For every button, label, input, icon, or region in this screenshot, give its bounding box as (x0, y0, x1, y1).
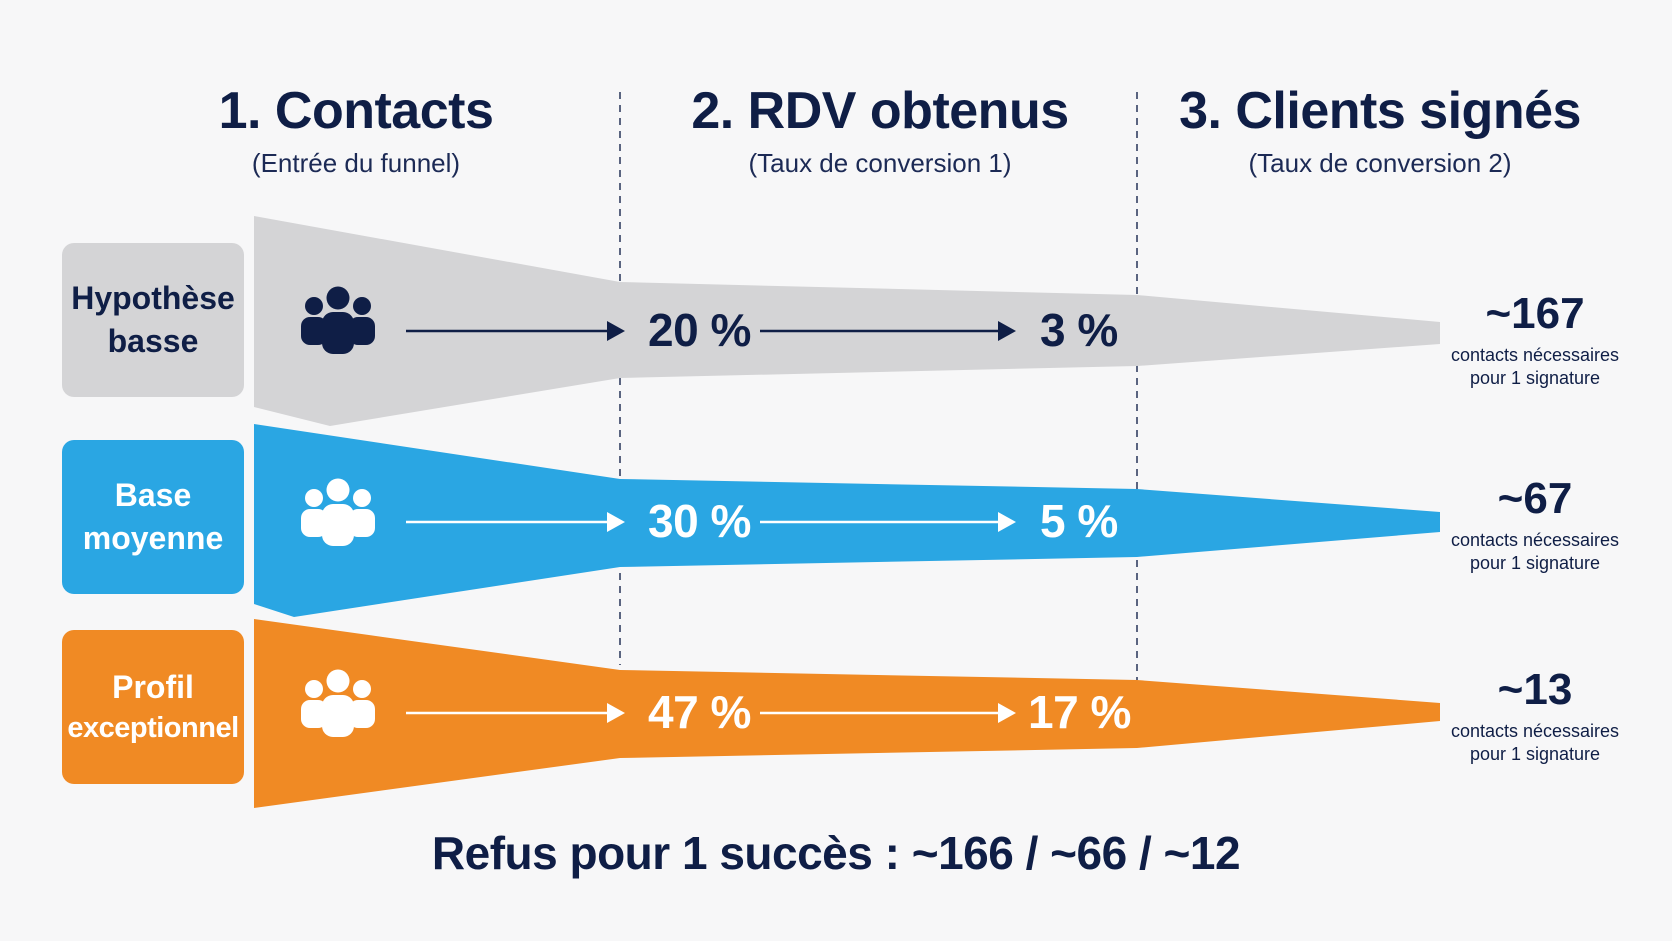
rate-rdv-moyenne: 30 % (648, 495, 751, 547)
arrow (760, 703, 1016, 723)
arrow (760, 512, 1016, 532)
row-label-line: exceptionnel (67, 712, 239, 745)
footer-summary: Refus pour 1 succès : ~166 / ~66 / ~12 (431, 827, 1241, 879)
column-header-rdv: 2. RDV obtenus (Taux de conversion 1) (620, 82, 1140, 179)
row-label-line: moyenne (82, 520, 224, 556)
rate-rdv-basse: 20 % (648, 304, 751, 356)
result-basse: ~167 contacts nécessaires pour 1 signatu… (1430, 292, 1640, 391)
people-group-icon (301, 286, 375, 354)
result-value: ~167 (1485, 289, 1585, 338)
result-caption: pour 1 signature (1469, 744, 1601, 765)
column-header-contacts: 1. Contacts (Entrée du funnel) (96, 82, 616, 179)
rate-rdv-exceptionnel: 47 % (648, 686, 751, 738)
arrow (760, 321, 1016, 341)
column-title: 2. RDV obtenus (691, 82, 1069, 140)
column-title: 3. Clients signés (1179, 82, 1581, 140)
row-label-line: basse (107, 323, 199, 359)
funnel-band-moyenne (254, 424, 1440, 617)
row-label-line: Profil (112, 668, 194, 705)
row-label-line: Base (114, 476, 192, 513)
rate-clients-exceptionnel: 17 % (1028, 686, 1131, 738)
people-group-icon (301, 669, 375, 737)
result-moyenne: ~67 contacts nécessaires pour 1 signatur… (1430, 477, 1640, 576)
column-subtitle: (Entrée du funnel) (251, 147, 461, 178)
arrow (406, 321, 625, 341)
row-label-exceptionnel: Profil exceptionnel (62, 630, 244, 784)
result-value: ~67 (1497, 474, 1573, 523)
column-title: 1. Contacts (218, 82, 494, 140)
result-caption: contacts nécessaires (1450, 721, 1620, 741)
row-label-basse: Hypothèse basse (62, 243, 244, 397)
people-group-icon (301, 478, 375, 546)
rate-clients-moyenne: 5 % (1040, 495, 1118, 547)
arrow (406, 703, 625, 723)
row-label-line: Hypothèse (71, 279, 235, 316)
result-caption: contacts nécessaires (1450, 345, 1620, 365)
result-caption: pour 1 signature (1469, 368, 1601, 389)
result-value: ~13 (1497, 665, 1573, 714)
row-label-moyenne: Base moyenne (62, 440, 244, 594)
funnel-band-basse (254, 216, 1440, 426)
result-caption: contacts nécessaires (1450, 530, 1620, 550)
result-exceptionnel: ~13 contacts nécessaires pour 1 signatur… (1430, 668, 1640, 767)
column-header-clients: 3. Clients signés (Taux de conversion 2) (1120, 82, 1640, 179)
arrow (406, 512, 625, 532)
column-subtitle: (Taux de conversion 1) (748, 147, 1012, 178)
result-caption: pour 1 signature (1469, 553, 1601, 574)
rate-clients-basse: 3 % (1040, 304, 1118, 356)
column-subtitle: (Taux de conversion 2) (1248, 147, 1512, 178)
